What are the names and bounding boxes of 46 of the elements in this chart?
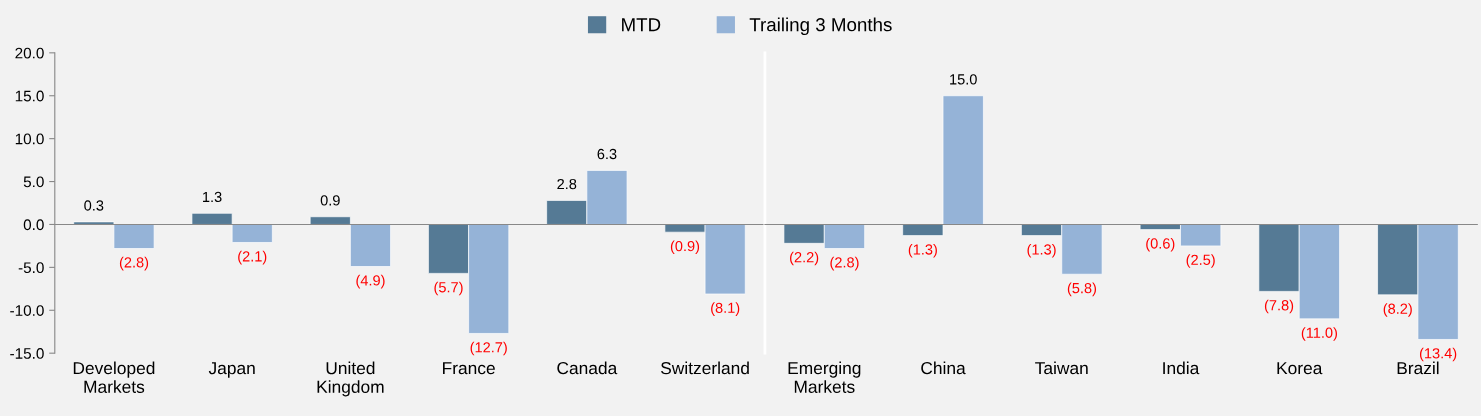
data-label: (2.8) bbox=[830, 256, 859, 271]
x-tick-label: Canada bbox=[557, 361, 618, 375]
y-tick-label: -15.0 bbox=[10, 348, 44, 359]
y-tick-label: 5.0 bbox=[23, 176, 44, 188]
x-tick-label: Japan bbox=[208, 362, 255, 378]
data-label: (12.7) bbox=[470, 341, 507, 356]
data-label: 2.8 bbox=[557, 178, 577, 190]
data-label: 15.0 bbox=[950, 74, 977, 85]
data-label: 6.3 bbox=[597, 148, 617, 160]
data-label: (5.7) bbox=[434, 281, 463, 296]
y-tick-label: 15.0 bbox=[15, 90, 44, 102]
data-label: (13.4) bbox=[1419, 347, 1457, 362]
x-tick-label: Switzerland bbox=[661, 361, 749, 375]
y-tick-label: -5.0 bbox=[18, 262, 44, 274]
x-tick-label: Developed Markets bbox=[73, 361, 155, 393]
data-label: (2.2) bbox=[790, 251, 819, 266]
y-tick-label: 0.0 bbox=[23, 219, 44, 231]
y-tick-label: 10.0 bbox=[15, 133, 44, 145]
x-tick-label: United Kingdom bbox=[317, 361, 384, 397]
data-label: (11.0) bbox=[1301, 327, 1337, 341]
y-tick-label: 20.0 bbox=[15, 47, 44, 59]
data-label: (1.3) bbox=[908, 243, 937, 258]
x-tick-label: Taiwan bbox=[1035, 361, 1088, 375]
data-label: 1.3 bbox=[203, 191, 222, 203]
x-tick-label: China bbox=[921, 361, 966, 375]
data-label: (8.2) bbox=[1383, 303, 1412, 317]
data-label: (2.8) bbox=[119, 256, 149, 271]
data-label: (5.8) bbox=[1067, 282, 1097, 297]
legend-label: Trailing 3 Months bbox=[749, 17, 892, 36]
x-tick-label: Korea bbox=[1277, 362, 1323, 375]
data-label: (2.5) bbox=[1186, 254, 1215, 268]
data-label: (7.8) bbox=[1264, 299, 1294, 314]
data-label: (0.9) bbox=[670, 240, 700, 255]
data-label: 0.3 bbox=[84, 200, 104, 211]
data-label: 0.9 bbox=[320, 195, 340, 206]
x-tick-label: Emerging Markets bbox=[788, 361, 861, 393]
x-tick-label: France bbox=[443, 362, 495, 375]
x-tick-label: India bbox=[1163, 361, 1200, 375]
data-label: (4.9) bbox=[356, 274, 385, 289]
data-label: (2.1) bbox=[238, 250, 267, 265]
x-tick-label: Brazil bbox=[1397, 361, 1439, 375]
data-label: (0.6) bbox=[1146, 237, 1175, 252]
data-label: (8.1) bbox=[711, 302, 740, 316]
y-tick-label: -10.0 bbox=[10, 305, 44, 316]
legend-label: MTD bbox=[622, 18, 661, 32]
data-label: (1.3) bbox=[1027, 243, 1056, 258]
